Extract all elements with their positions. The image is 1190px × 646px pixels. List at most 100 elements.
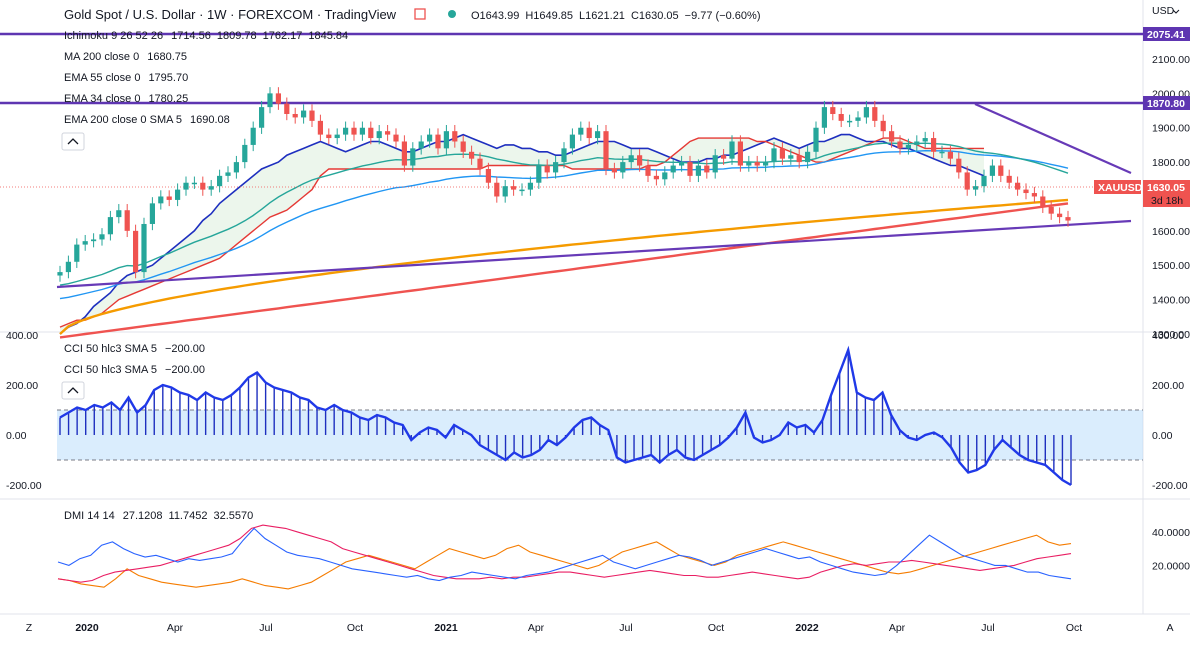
candle[interactable] (200, 182, 206, 190)
candle[interactable] (191, 182, 197, 185)
candle[interactable] (351, 127, 357, 135)
candle[interactable] (502, 186, 508, 197)
candle[interactable] (477, 158, 483, 169)
candle[interactable] (863, 107, 869, 118)
candle[interactable] (275, 93, 281, 104)
candle[interactable] (267, 93, 273, 108)
candle[interactable] (1015, 182, 1021, 190)
candle[interactable] (737, 141, 743, 166)
candle[interactable] (796, 155, 802, 163)
candle[interactable] (91, 239, 97, 242)
candle[interactable] (855, 117, 861, 121)
candle[interactable] (284, 103, 290, 114)
candle[interactable] (805, 151, 811, 163)
candle[interactable] (376, 131, 382, 139)
candle[interactable] (746, 162, 752, 166)
candle[interactable] (561, 148, 567, 163)
candle[interactable] (763, 162, 769, 166)
candle[interactable] (452, 131, 458, 142)
candle[interactable] (259, 107, 265, 128)
candle[interactable] (74, 244, 80, 262)
candle[interactable] (973, 186, 979, 190)
candle[interactable] (905, 144, 911, 149)
candle[interactable] (771, 148, 777, 163)
candle[interactable] (821, 107, 827, 128)
chevron-down-icon[interactable] (1172, 9, 1180, 14)
candle[interactable] (872, 107, 878, 121)
candle[interactable] (779, 148, 785, 159)
candle[interactable] (662, 172, 668, 180)
candle[interactable] (897, 141, 903, 149)
candle[interactable] (242, 144, 248, 163)
candle[interactable] (65, 261, 71, 273)
candle[interactable] (116, 210, 122, 218)
candle[interactable] (880, 120, 886, 132)
candle[interactable] (1048, 206, 1054, 214)
trend-line-support[interactable] (56, 219, 1132, 289)
flag-icon[interactable] (414, 8, 426, 20)
candle[interactable] (578, 127, 584, 135)
candle[interactable] (410, 148, 416, 166)
candle[interactable] (989, 165, 995, 176)
candle[interactable] (653, 175, 659, 180)
candle[interactable] (981, 175, 987, 187)
candle[interactable] (813, 127, 819, 152)
candle[interactable] (1040, 196, 1046, 207)
candle[interactable] (460, 141, 466, 152)
candle[interactable] (141, 223, 147, 273)
candle[interactable] (586, 127, 592, 139)
candle[interactable] (107, 217, 113, 235)
candle[interactable] (317, 120, 323, 135)
candle[interactable] (847, 120, 853, 123)
candle[interactable] (628, 155, 634, 163)
candle[interactable] (922, 138, 928, 142)
candle[interactable] (687, 162, 693, 176)
candle[interactable] (393, 134, 399, 142)
candle[interactable] (536, 165, 542, 183)
candle[interactable] (443, 131, 449, 149)
collapse-cci-legend-button[interactable] (61, 381, 85, 400)
candle[interactable] (183, 182, 189, 190)
candle[interactable] (998, 165, 1004, 176)
candle[interactable] (595, 131, 601, 139)
candle[interactable] (527, 182, 533, 190)
candle[interactable] (914, 141, 920, 145)
candle[interactable] (175, 189, 181, 200)
candle[interactable] (158, 196, 164, 204)
candle[interactable] (838, 113, 844, 121)
candle[interactable] (469, 151, 475, 159)
candle[interactable] (166, 196, 172, 200)
candle[interactable] (359, 127, 365, 135)
candle[interactable] (603, 131, 609, 169)
candle[interactable] (435, 134, 441, 149)
candle[interactable] (889, 131, 895, 142)
candle[interactable] (494, 182, 500, 197)
candle[interactable] (225, 172, 231, 176)
candle[interactable] (208, 186, 214, 190)
candle[interactable] (939, 151, 945, 154)
candle[interactable] (964, 172, 970, 190)
candle[interactable] (1065, 217, 1071, 221)
candle[interactable] (931, 138, 937, 152)
candle[interactable] (217, 175, 223, 187)
candle[interactable] (553, 162, 559, 173)
candle[interactable] (511, 186, 517, 190)
candle[interactable] (334, 134, 340, 139)
candle[interactable] (637, 155, 643, 166)
candle[interactable] (620, 162, 626, 173)
candle[interactable] (947, 151, 953, 159)
candle[interactable] (1006, 175, 1012, 183)
candle[interactable] (729, 141, 735, 159)
candle[interactable] (401, 141, 407, 166)
candle[interactable] (292, 113, 298, 118)
candle[interactable] (301, 110, 307, 118)
candle[interactable] (133, 230, 139, 273)
candle[interactable] (385, 131, 391, 135)
candle[interactable] (956, 158, 962, 173)
candle[interactable] (326, 134, 332, 139)
candle[interactable] (250, 127, 256, 145)
candle[interactable] (233, 162, 239, 173)
candle[interactable] (1023, 189, 1029, 194)
candle[interactable] (485, 168, 491, 183)
candle[interactable] (149, 203, 155, 224)
